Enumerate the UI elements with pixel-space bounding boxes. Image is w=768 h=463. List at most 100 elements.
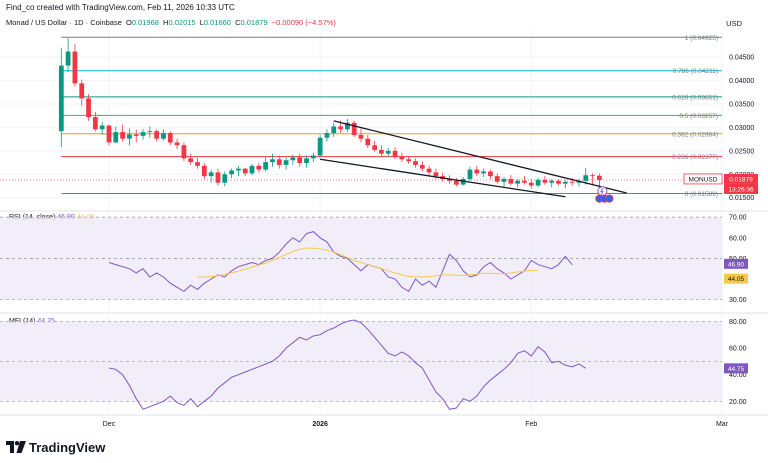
high-value: 0.02015 xyxy=(168,18,196,27)
candle-body xyxy=(528,182,534,186)
fib-level-label: 0.382 (0.02864) xyxy=(672,131,718,138)
candle-body xyxy=(133,134,139,136)
time-tick-label: 2026 xyxy=(312,421,328,428)
candle-body xyxy=(419,164,425,169)
candle-body xyxy=(147,131,153,133)
lightning-event-glyph xyxy=(600,187,604,195)
candle-body xyxy=(385,150,391,154)
candle-body xyxy=(167,133,173,143)
mfi-pane[interactable] xyxy=(0,319,722,410)
candle-body xyxy=(344,122,350,130)
candle-body xyxy=(433,172,439,177)
candle-body xyxy=(79,83,85,99)
countdown-label: 13:26:36 xyxy=(728,186,754,193)
mfi-value-badge xyxy=(724,363,748,374)
candle-body xyxy=(188,158,194,163)
candle-body xyxy=(426,168,432,173)
candle-body xyxy=(215,172,221,183)
candle-body xyxy=(154,131,160,139)
candle-body xyxy=(338,126,343,130)
channel-trendline xyxy=(333,120,627,194)
indicator-line xyxy=(108,319,587,410)
candle-body xyxy=(447,178,452,181)
candle-body xyxy=(310,155,316,159)
candle-body xyxy=(222,174,228,183)
candle-body xyxy=(242,168,248,174)
candle-body xyxy=(365,138,371,146)
fib-level-label: 0 (0.01589) xyxy=(685,191,718,198)
candle-body xyxy=(304,158,309,164)
time-tick-label: Feb xyxy=(525,421,537,428)
candle-body xyxy=(324,133,330,138)
candle-body xyxy=(161,133,166,139)
candle-body xyxy=(392,150,398,157)
price-tick-label: 0.03000 xyxy=(729,125,754,132)
candle-body xyxy=(569,181,575,183)
open-label: O xyxy=(125,18,132,27)
candle-body xyxy=(453,180,459,185)
candle-body xyxy=(331,126,337,134)
rsi-value-badge xyxy=(724,258,748,269)
fib-level-label: 0.786 (0.04211) xyxy=(673,68,718,75)
symbol-title: Monad / US Dollar · 1D · Coinbase xyxy=(6,18,122,27)
price-tick-label: 0.01500 xyxy=(729,195,754,202)
candle-body xyxy=(113,132,119,143)
candle-body xyxy=(283,160,289,165)
close-label: C xyxy=(235,18,241,27)
candle-body xyxy=(174,142,180,146)
candle-body xyxy=(556,180,561,184)
candle-body xyxy=(399,156,405,160)
candle-body xyxy=(249,165,255,174)
tradingview-logo[interactable]: TradingView xyxy=(6,440,105,455)
indicator-tick-label: 40.00 xyxy=(729,372,747,379)
fib-level-label: 1 (0.04925) xyxy=(685,35,718,42)
candle-body xyxy=(58,65,64,132)
rsi-ma-value-badge-label: 44.05 xyxy=(728,276,745,283)
candle-body xyxy=(501,178,507,182)
events-marker-icon xyxy=(605,194,614,203)
candle-body xyxy=(372,145,378,150)
candle-body xyxy=(379,149,384,154)
candle-body xyxy=(522,180,527,183)
candle-body xyxy=(181,145,187,159)
countdown-badge xyxy=(724,183,758,194)
candle-body xyxy=(515,180,521,184)
candle-body xyxy=(99,125,105,130)
low-label: L xyxy=(199,18,204,27)
candle-body xyxy=(413,161,418,165)
candle-body xyxy=(72,51,78,84)
candle-body xyxy=(229,170,234,175)
candle-body xyxy=(140,132,146,136)
candle-body xyxy=(236,168,241,171)
tradingview-logo-text: TradingView xyxy=(29,440,106,455)
fib-level-label: 0.5 (0.03257) xyxy=(679,113,718,120)
last-price-label: 0.01879 xyxy=(729,176,753,183)
candle-body xyxy=(351,122,357,135)
candle-body xyxy=(297,157,303,164)
low-value: 0.01660 xyxy=(203,18,231,27)
candle-body xyxy=(494,176,500,182)
candle-body xyxy=(508,178,514,184)
channel-lines[interactable] xyxy=(320,120,627,198)
candle-body xyxy=(535,179,541,186)
symbol-badge-label: MONUSD xyxy=(689,176,718,183)
fibonacci-retracement[interactable]: 1 (0.04925) 0.786 (0.04211) 0.618 (0.03651… xyxy=(0,35,722,198)
indicator-ma-line xyxy=(197,247,539,278)
candle-body xyxy=(195,162,200,166)
candles xyxy=(58,37,602,191)
indicator-tick-label: 30.00 xyxy=(729,297,747,304)
rsi-ma-value-badge xyxy=(724,273,748,284)
rsi-pane[interactable] xyxy=(0,216,722,301)
tradingview-logo-icon xyxy=(6,441,26,453)
candle-body xyxy=(590,175,595,177)
fib-level-label: 0.236 (0.02377) xyxy=(672,154,718,161)
candle-body xyxy=(583,175,589,181)
change-value: −0.00090 (−4.57%) xyxy=(271,18,336,27)
indicator-tick-label: 60.00 xyxy=(729,235,747,242)
indicator-tick-label: 20.00 xyxy=(729,399,747,406)
candle-body xyxy=(65,51,71,66)
candle-body xyxy=(208,172,214,177)
close-value: 0.01879 xyxy=(240,18,268,27)
candle-body xyxy=(358,134,364,139)
